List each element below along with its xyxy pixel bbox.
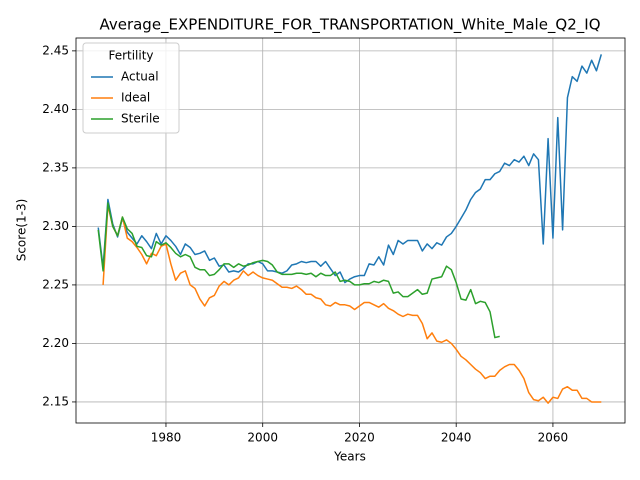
legend-label: Sterile: [121, 112, 160, 126]
plot-frame: [75, 37, 626, 424]
lines: [97, 54, 603, 404]
legend-title: Fertility: [108, 49, 153, 63]
legend-label: Ideal: [121, 91, 150, 105]
x-tick-label: 2060: [538, 431, 569, 445]
x-tick-label: 2000: [247, 431, 278, 445]
series-line: [97, 54, 603, 284]
y-tick-label: 2.45: [42, 43, 69, 57]
y-tick-label: 2.35: [42, 160, 69, 174]
y-tick-label: 2.20: [42, 336, 69, 350]
series-line: [102, 204, 602, 404]
x-tick-label: 2040: [441, 431, 472, 445]
y-tick-label: 2.30: [42, 219, 69, 233]
legend-box: [82, 42, 180, 134]
series-line: [97, 202, 500, 339]
legend: Fertility Actual Ideal Sterile: [82, 42, 180, 134]
y-tick-label: 2.15: [42, 394, 69, 408]
y-tick-label: 2.40: [42, 102, 69, 116]
y-tick-label: 2.25: [42, 277, 69, 291]
y-axis-label: Score(1-3): [15, 199, 29, 262]
x-axis-label: Years: [333, 450, 366, 464]
x-tick-label: 1980: [151, 431, 182, 445]
x-tick-label: 2020: [344, 431, 375, 445]
chart-title: Average_EXPENDITURE_FOR_TRANSPORTATION_W…: [99, 16, 600, 35]
legend-label: Actual: [121, 70, 159, 84]
